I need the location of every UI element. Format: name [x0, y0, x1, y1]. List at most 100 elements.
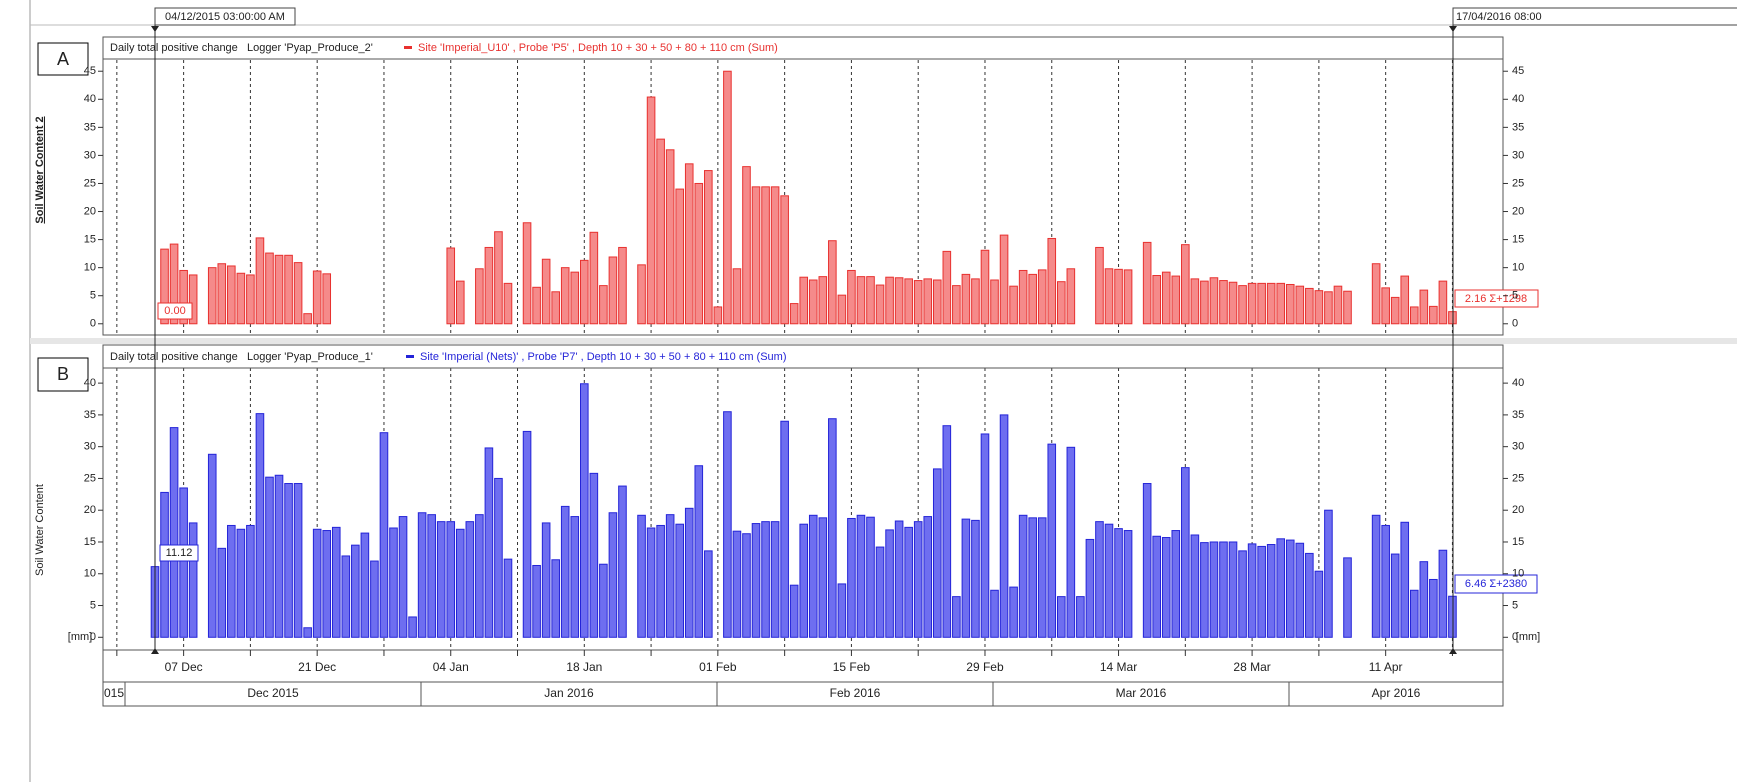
bar — [217, 547, 227, 638]
bar — [732, 268, 742, 325]
bar — [1228, 541, 1238, 638]
bar — [1085, 538, 1095, 638]
bar — [847, 517, 856, 638]
y-axis-title: Soil Water Content — [34, 484, 46, 576]
bar — [837, 294, 847, 325]
bar — [751, 523, 761, 638]
bar — [789, 303, 799, 325]
bar — [1152, 275, 1162, 325]
bar — [961, 273, 971, 325]
bar — [1152, 535, 1162, 638]
bar — [780, 420, 789, 638]
bar — [560, 505, 570, 638]
bar — [1219, 280, 1228, 325]
bar — [570, 516, 580, 638]
y-tick-label: 25 — [84, 472, 96, 484]
bar — [179, 487, 188, 638]
bar — [1114, 528, 1123, 638]
bar — [742, 533, 751, 638]
bar — [465, 521, 475, 638]
bar — [1247, 543, 1257, 638]
bar — [312, 528, 322, 638]
bar — [446, 521, 456, 638]
bar — [618, 246, 627, 325]
bar — [1190, 278, 1200, 325]
month-label: Mar 2016 — [1116, 686, 1167, 700]
y-tick-label: 25 — [84, 177, 96, 189]
x-tick-label: 14 Mar — [1100, 660, 1137, 674]
bar — [675, 188, 685, 325]
bar — [1190, 534, 1200, 638]
bar — [503, 558, 513, 638]
bar — [990, 589, 999, 638]
bar — [971, 519, 980, 638]
bar — [866, 516, 875, 638]
y-tick-label: 45 — [84, 65, 96, 77]
bar — [646, 96, 656, 325]
bar — [894, 277, 904, 325]
bar — [904, 526, 913, 638]
bar — [484, 246, 494, 325]
bar — [227, 265, 236, 325]
bar — [875, 284, 885, 325]
bar — [236, 272, 246, 325]
bar — [169, 427, 179, 638]
panel-b-header — [102, 344, 1504, 369]
bar — [761, 186, 770, 325]
bar — [723, 70, 732, 325]
bar — [618, 485, 627, 638]
bar — [932, 279, 942, 325]
y-axis-title: Soil Water Content 2 — [34, 116, 46, 223]
y-tick-label: 5 — [90, 290, 96, 302]
bar — [1076, 596, 1085, 638]
legend-entry: Site 'Imperial (Nets)' , Probe 'P7' , De… — [420, 351, 787, 363]
bar — [1114, 268, 1123, 325]
bar — [675, 523, 685, 638]
y-tick-label: 35 — [84, 409, 96, 421]
x-tick-label: 21 Dec — [298, 660, 336, 674]
bar — [370, 560, 379, 638]
bar — [818, 517, 828, 638]
bar — [246, 274, 255, 325]
bar — [1409, 306, 1419, 325]
bar — [255, 237, 265, 325]
bar — [284, 483, 293, 638]
cursor-label: 04/12/2015 03:00:00 AM — [165, 11, 285, 23]
readout: 2.16 Σ+1298 — [1465, 293, 1527, 305]
bar — [818, 276, 828, 325]
y-tick-label: 5 — [90, 599, 96, 611]
y-tick-label: 0 — [90, 318, 96, 330]
bar — [360, 532, 370, 638]
bar — [408, 616, 417, 638]
bar — [560, 267, 570, 325]
bar — [1314, 570, 1324, 638]
bar — [303, 627, 312, 638]
bar — [255, 413, 265, 638]
bar — [704, 550, 713, 638]
bar — [580, 259, 589, 325]
bar — [246, 524, 255, 638]
bar — [1438, 280, 1448, 325]
month-label: Feb 2016 — [830, 686, 881, 700]
bar — [188, 274, 198, 325]
bar — [1381, 524, 1390, 638]
cursor-label: 17/04/2016 08:00 — [1456, 11, 1542, 23]
y2-tick-label: 10 — [1512, 568, 1524, 580]
x-tick-label: 15 Feb — [833, 660, 871, 674]
bar — [1419, 289, 1429, 325]
y2-tick-label: 10 — [1512, 262, 1524, 274]
bar — [761, 521, 770, 638]
bar — [475, 514, 484, 638]
bar — [1209, 541, 1219, 638]
bar — [1371, 514, 1381, 638]
bar — [808, 279, 818, 325]
month-label: Apr 2016 — [1372, 686, 1421, 700]
bar — [770, 186, 780, 325]
bar — [1018, 269, 1028, 325]
x-tick-label: 18 Jan — [566, 660, 602, 674]
bar — [160, 248, 169, 325]
bar — [1266, 282, 1276, 325]
panel-header: Daily total positive change Logger 'Pyap… — [110, 351, 373, 363]
bar — [770, 521, 780, 638]
